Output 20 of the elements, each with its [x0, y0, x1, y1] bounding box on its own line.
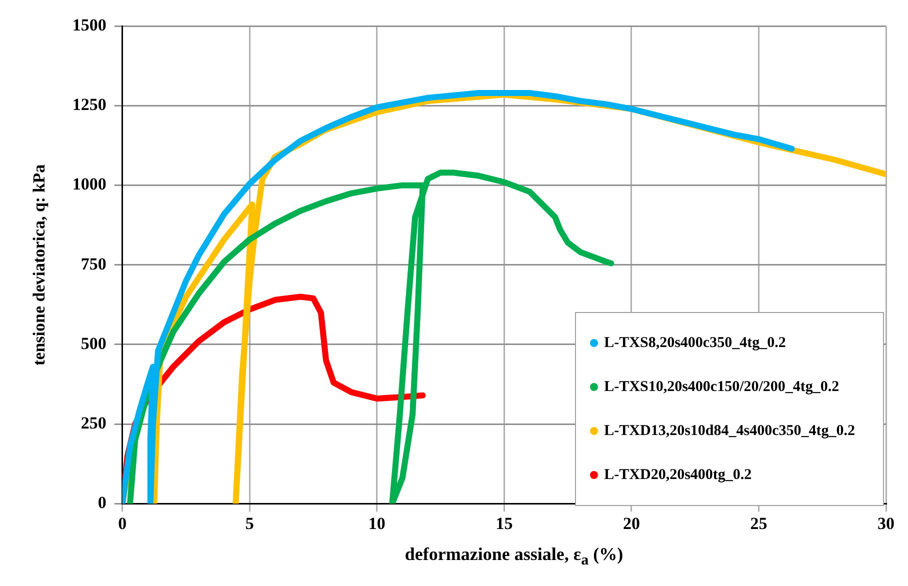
x-axis-title: deformazione assiale, ε$_{a}$ (%) — [404, 544, 624, 570]
x-tick-label: 10 — [368, 514, 386, 534]
x-tick-label: 20 — [622, 514, 640, 534]
legend-label: L-TXS8,20s400c350_4tg_0.2 — [604, 334, 786, 352]
legend-label: L-TXS10,20s400c150/20/200_4tg_0.2 — [604, 378, 840, 396]
y-tick-label: 0 — [98, 492, 106, 512]
y-tick-label: 1000 — [72, 174, 106, 194]
x-tick-label: 15 — [496, 514, 513, 534]
y-tick-label: 750 — [80, 254, 106, 274]
x-tick-label: 5 — [245, 514, 254, 534]
y-axis-title: tensione deviatorica, q: kPa — [30, 164, 49, 366]
y-tick-label: 250 — [80, 413, 106, 432]
legend-label: L-TXD13,20s10d84_4s400c350_4tg_0.2 — [604, 422, 855, 440]
legend-label: L-TXD20,20s400tg_0.2 — [604, 466, 752, 484]
x-tick-label: 25 — [750, 514, 768, 534]
y-tick-label: 1250 — [72, 95, 106, 114]
y-tick-label: 1500 — [72, 16, 106, 35]
x-tick-label: 0 — [118, 514, 127, 534]
y-tick-label: 500 — [80, 334, 106, 353]
x-tick-label: 30 — [878, 514, 894, 534]
